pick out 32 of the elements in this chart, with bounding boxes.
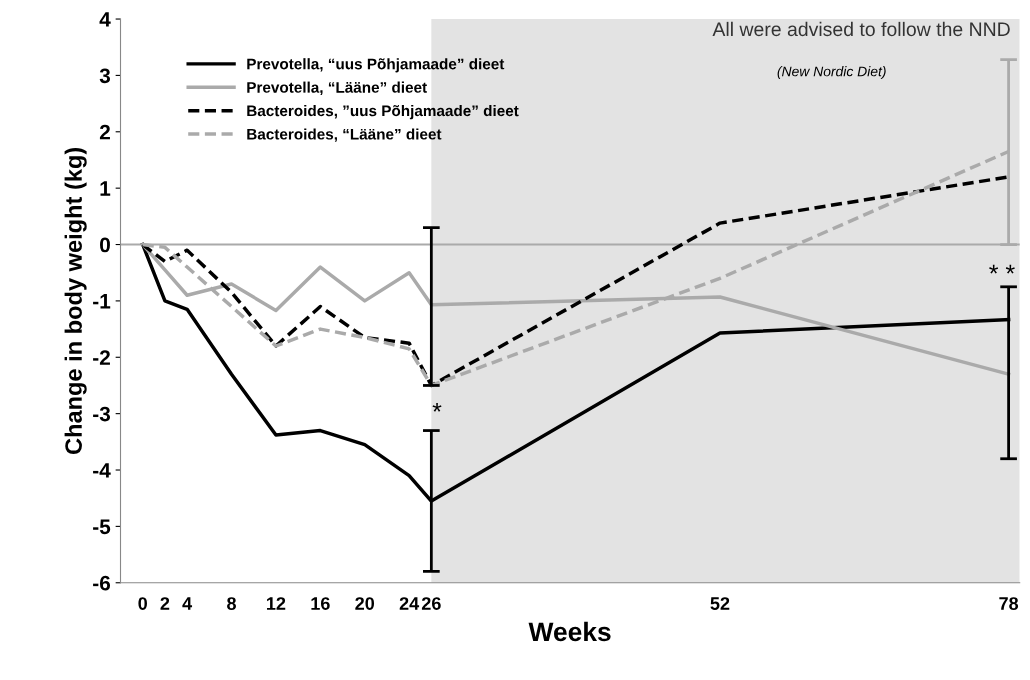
y-tick-label: 2 bbox=[99, 124, 110, 140]
x-tick-label: 52 bbox=[710, 597, 730, 610]
legend-label: Bacteroides, ”uus Põhjamaade” dieet bbox=[247, 104, 519, 120]
x-tick-label: 0 bbox=[138, 597, 147, 610]
band-label: All were advised to follow the NND bbox=[712, 21, 1010, 37]
x-tick-label: 24 bbox=[399, 597, 420, 610]
y-tick-label: -1 bbox=[93, 294, 111, 309]
x-tick-label: 16 bbox=[311, 597, 330, 610]
legend-label: Bacteroides, “Lääne” dieet bbox=[247, 128, 442, 142]
y-tick-label: -6 bbox=[93, 575, 111, 591]
x-tick-label: 20 bbox=[355, 597, 375, 610]
x-tick-label: 78 bbox=[999, 597, 1019, 610]
legend-label: Prevotella, “uus Põhjamaade” dieet bbox=[247, 58, 505, 73]
x-tick-label: 2 bbox=[160, 597, 170, 610]
x-tick-label: 12 bbox=[267, 597, 286, 610]
x-axis-title: Weeks bbox=[528, 621, 611, 642]
y-tick-label: 3 bbox=[99, 68, 111, 84]
y-axis-title: Change in body weight (kg) bbox=[64, 147, 87, 455]
x-tick-label: 8 bbox=[227, 597, 236, 610]
y-tick-label: 1 bbox=[100, 181, 111, 196]
y-tick-label: 0 bbox=[100, 237, 110, 253]
y-tick-label: 4 bbox=[99, 12, 111, 27]
legend-label: Prevotella, “Lääne” dieet bbox=[247, 81, 427, 95]
annotation: * bbox=[432, 402, 442, 412]
y-tick-label: -3 bbox=[93, 406, 111, 422]
y-tick-label: -4 bbox=[93, 463, 111, 478]
annotation: (New Nordic Diet) bbox=[777, 66, 886, 80]
x-tick-label: 26 bbox=[421, 597, 441, 610]
y-tick-label: -2 bbox=[93, 350, 110, 365]
annotation: * * bbox=[989, 264, 1015, 274]
x-tick-label: 4 bbox=[182, 597, 193, 610]
y-tick-label: -5 bbox=[93, 519, 111, 535]
